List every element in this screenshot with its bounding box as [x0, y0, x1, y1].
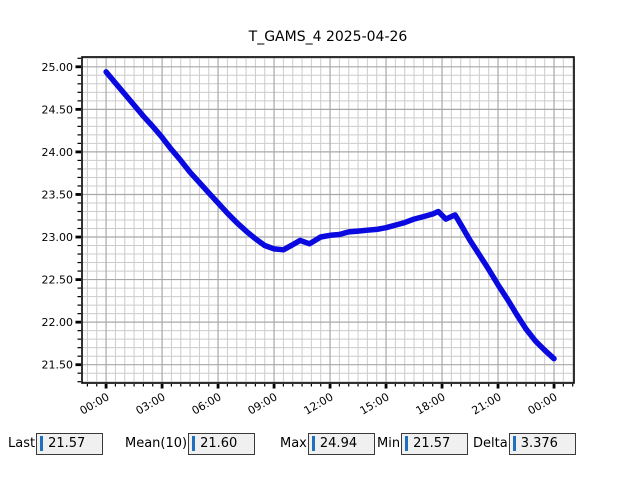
stat-mean: Mean(10) 21.60 [125, 431, 256, 456]
y-tick-label: 22.50 [42, 274, 74, 287]
y-tick-label: 25.00 [42, 61, 74, 74]
grid-major [82, 57, 574, 383]
y-tick-label: 24.00 [42, 146, 74, 159]
y-tick-label: 23.00 [42, 231, 74, 244]
stat-max-value: 24.94 [319, 436, 358, 451]
stat-delta-value: 3.376 [520, 436, 558, 451]
stat-max: Max 24.94 [280, 431, 375, 456]
grid-minor [82, 57, 574, 383]
stat-delta-label: Delta [473, 436, 508, 451]
y-tick-label: 24.50 [42, 103, 74, 116]
stat-min-label: Min [377, 436, 401, 451]
stat-mean-field[interactable]: 21.60 [188, 432, 256, 455]
stat-min: Min 21.57 [377, 431, 469, 456]
text-cursor-icon [512, 436, 516, 451]
stat-min-field[interactable]: 21.57 [401, 432, 469, 455]
plot-frame [81, 56, 575, 384]
stat-max-label: Max [280, 436, 307, 451]
stat-delta-field[interactable]: 3.376 [508, 432, 576, 455]
chart-canvas: 21.50 22.00 22.50 23.00 23.50 24.00 24.50 25.00… [42, 56, 575, 417]
text-cursor-icon [40, 436, 44, 451]
x-tick-label: 00:00 [526, 390, 560, 417]
x-tick-label: 09:00 [246, 390, 280, 417]
y-axis-tick-labels: 21.50 22.00 22.50 23.00 23.50 24.00 24.50 25.00 [42, 61, 74, 372]
stat-last-label: Last [8, 436, 36, 451]
x-tick-label: 15:00 [358, 390, 392, 417]
x-tick-label: 21:00 [470, 390, 504, 417]
plot-border [81, 56, 575, 384]
x-tick-label: 12:00 [302, 390, 336, 417]
text-cursor-icon [192, 436, 196, 451]
axis-ticks [75, 57, 574, 389]
stat-last-field[interactable]: 21.57 [36, 432, 104, 455]
x-axis-tick-labels: 00:00 03:00 06:00 09:00 12:00 15:00 18:00 21:00… [78, 390, 560, 417]
stat-min-value: 21.57 [413, 436, 451, 451]
x-tick-label: 03:00 [134, 390, 168, 417]
stat-last-value: 21.57 [48, 436, 86, 451]
stat-max-field[interactable]: 24.94 [307, 432, 375, 455]
x-tick-label: 18:00 [414, 390, 448, 417]
chart-title: T_GAMS_4 2025-04-26 [248, 29, 408, 45]
data-series [103, 69, 557, 362]
x-tick-label: 06:00 [190, 390, 224, 417]
stat-delta: Delta 3.376 [473, 431, 576, 456]
stat-mean-label: Mean(10) [125, 436, 188, 451]
y-tick-label: 22.00 [42, 316, 74, 329]
y-tick-label: 23.50 [42, 188, 74, 201]
stat-last: Last 21.57 [8, 431, 104, 456]
y-tick-label: 21.50 [42, 359, 74, 372]
x-tick-label: 00:00 [78, 390, 112, 417]
text-cursor-icon [311, 436, 315, 451]
t-gams-series-line [103, 69, 557, 362]
text-cursor-icon [405, 436, 409, 451]
stat-mean-value: 21.60 [200, 436, 238, 451]
